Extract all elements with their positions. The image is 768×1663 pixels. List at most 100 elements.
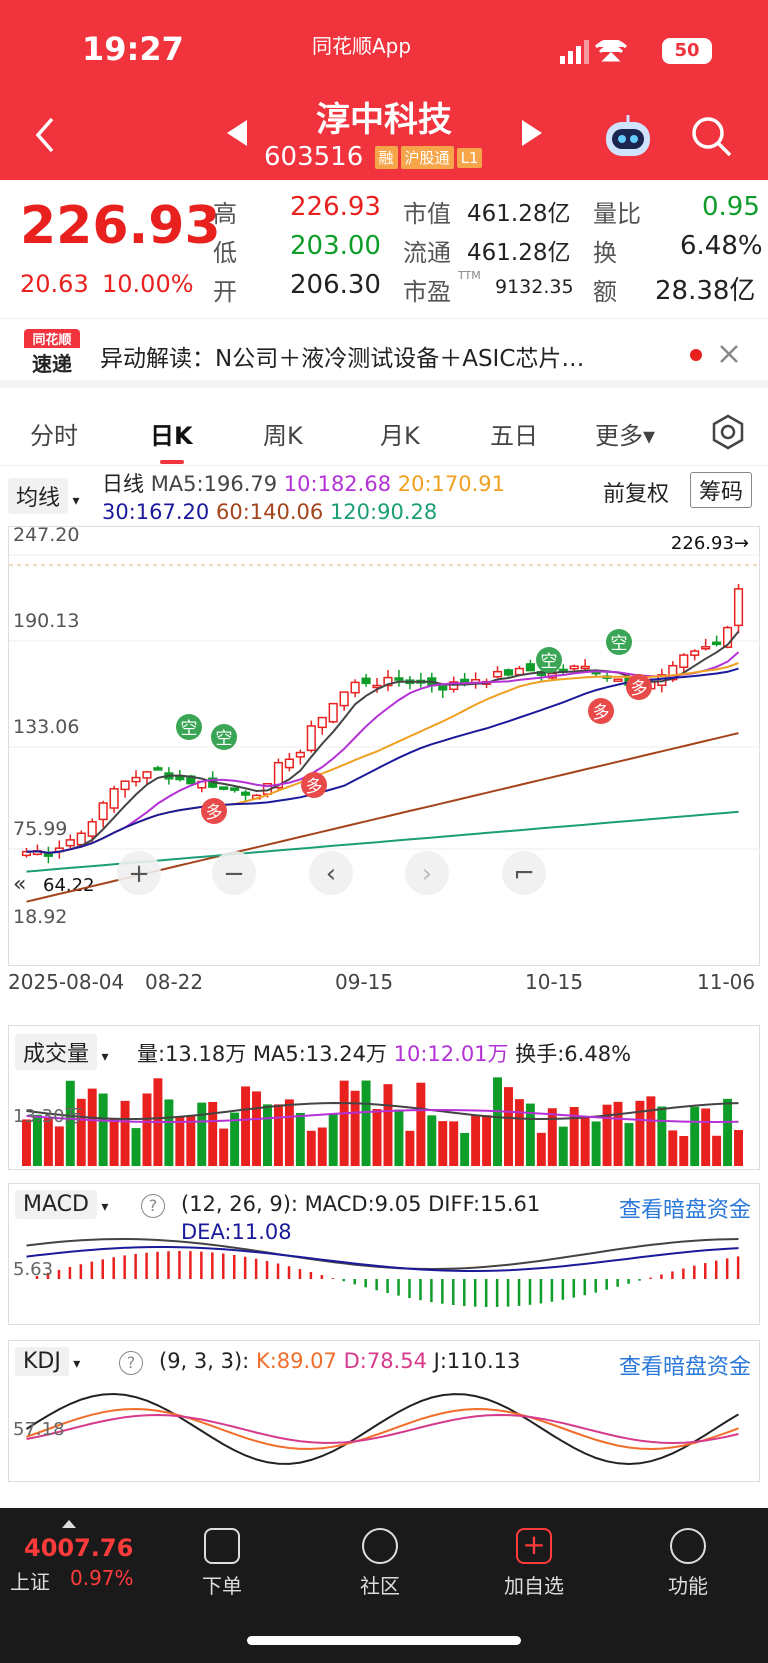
zoom-control-label: ‹ [326, 859, 336, 889]
news-banner[interactable]: 同花顺 速递 异动解读：N公司＋液冷测试设备＋ASIC芯片… [0, 318, 768, 388]
kline-panel[interactable]: 247.20 190.13 133.06 75.99 18.92 226.93→ « 64.2… [8, 524, 761, 967]
nav-functions[interactable]: 功能 [638, 1528, 738, 1599]
diff-line [26, 1237, 739, 1271]
macd-panel[interactable]: MACD ▾ ? (12, 26, 9): MACD:9.05 DIFF:15.… [8, 1183, 760, 1325]
help-icon[interactable]: ? [141, 1194, 165, 1218]
kong-signal-label: 空 [216, 729, 233, 749]
volume-bar [416, 1082, 426, 1166]
macd-bar [682, 1268, 685, 1279]
close-icon[interactable] [718, 343, 740, 365]
macd-bar [583, 1279, 587, 1296]
volume-bar [98, 1093, 108, 1166]
volume-bar [273, 1104, 283, 1166]
macd-bar [79, 1264, 83, 1279]
volume-bar [493, 1077, 502, 1166]
macd-dropdown[interactable]: MACD ▾ [15, 1190, 108, 1219]
indicator-dropdown[interactable]: 均线 ▾ [8, 478, 80, 514]
adjust-label[interactable]: 前复权 [603, 482, 670, 507]
price-change: 20.63 [20, 270, 89, 298]
mktcap-label: 市值 [403, 200, 451, 228]
tab-five-day[interactable]: 五日 [490, 422, 538, 450]
kline-chart[interactable]: 247.20 190.13 133.06 75.99 18.92 226.93→ « 64.2… [9, 524, 761, 967]
amount-value: 28.38亿 [655, 276, 756, 306]
duo-signal-label: 多 [306, 777, 323, 797]
tab-more[interactable]: 更多▾ [595, 422, 656, 450]
dark-pool-link[interactable]: 查看暗盘资金 [619, 1355, 752, 1380]
news-text[interactable]: 异动解读：N公司＋液冷测试设备＋ASIC芯片… [100, 346, 585, 372]
date-axis: 2025-08-04 08-22 09-15 10-15 11-06 [0, 970, 768, 1010]
vol-ratio-label: 量比 [593, 200, 641, 228]
kdj-k-line [26, 1407, 739, 1451]
robot-assistant-icon[interactable] [600, 112, 656, 160]
volume-ma5-line [26, 1101, 739, 1121]
nav-order[interactable]: 下单 [172, 1528, 272, 1599]
macd-bar [704, 1263, 707, 1279]
macd-bar [243, 1256, 247, 1279]
help-icon[interactable]: ? [119, 1351, 143, 1375]
settings-hex-icon[interactable] [710, 414, 746, 450]
next-stock-icon[interactable] [520, 118, 544, 148]
kline-line-label: 日线 [102, 472, 144, 496]
ma30-line [26, 667, 739, 854]
tab-monthly-k[interactable]: 月K [380, 422, 420, 450]
ma120-value: 120:90.28 [329, 500, 438, 524]
back-icon[interactable] [30, 115, 60, 155]
kdj-dropdown[interactable]: KDJ ▾ [15, 1347, 80, 1376]
volume-bar [284, 1099, 294, 1166]
expand-up-icon[interactable] [62, 1520, 76, 1528]
macd-bar [189, 1251, 192, 1279]
volume-value: 量:13.18万 [137, 1042, 247, 1066]
nav-add-watchlist[interactable]: + 加自选 [484, 1528, 584, 1599]
zoom-control-label: + [128, 859, 150, 889]
volume-bar [219, 1128, 229, 1166]
volume-turnover: 换手:6.48% [515, 1042, 632, 1066]
open-label: 开 [213, 278, 237, 306]
status-time: 19:27 [82, 30, 184, 68]
candle [98, 802, 108, 821]
volume-panel[interactable]: 成交量 ▾ 量:13.18万 MA5:13.24万 10:12.01万 换手:6… [8, 1025, 760, 1170]
nav-community[interactable]: 社区 [330, 1528, 430, 1599]
candle [514, 667, 525, 676]
tab-intraday[interactable]: 分时 [30, 422, 78, 450]
search-icon[interactable] [690, 115, 734, 159]
zoom-control [117, 851, 161, 895]
macd-bar [408, 1279, 411, 1299]
volume-bar [679, 1135, 689, 1166]
ma5-value: MA5:196.79 [150, 472, 278, 496]
index-value[interactable]: 4007.76 [24, 1534, 134, 1562]
news-logo-bottom: 速递 [32, 352, 72, 376]
volume-bar [657, 1106, 667, 1166]
kdj-d: D:78.54 [343, 1349, 427, 1373]
macd-params: (12, 26, 9): [181, 1192, 298, 1216]
kdj-panel[interactable]: KDJ ▾ ? (9, 3, 3): K:89.07 D:78.54 J:110… [8, 1340, 760, 1482]
candle [361, 677, 371, 685]
dark-pool-link[interactable]: 查看暗盘资金 [619, 1198, 752, 1223]
volume-bar [361, 1080, 371, 1166]
macd-bar [561, 1279, 565, 1300]
zoom-control [405, 851, 449, 895]
chip-button[interactable]: 筹码 [690, 472, 753, 508]
macd-bar [123, 1255, 126, 1279]
macd-indicator-label: MACD [15, 1190, 97, 1219]
macd-bar [539, 1279, 543, 1304]
y-axis-label: 190.13 [13, 610, 79, 632]
float-value: 461.28亿 [467, 240, 571, 266]
volume-bar [536, 1132, 546, 1166]
float-label: 流通 [403, 239, 451, 267]
volume-bar [230, 1112, 240, 1166]
pe-sup: TTM [458, 269, 481, 282]
candle [131, 776, 141, 783]
volume-y-label: 13.30万 [13, 1106, 83, 1127]
high-label: 高 [213, 200, 237, 228]
macd-bar [430, 1279, 433, 1303]
volume-dropdown[interactable]: 成交量 ▾ [15, 1034, 109, 1070]
tab-weekly-k[interactable]: 周K [263, 422, 303, 450]
kdj-j-line [25, 1392, 740, 1466]
pe-label: 市盈 [403, 278, 451, 306]
prev-stock-icon[interactable] [225, 118, 249, 148]
tab-daily-k[interactable]: 日K [150, 422, 193, 450]
volume-bar [65, 1080, 75, 1166]
macd-bar [68, 1266, 72, 1279]
volume-bar [350, 1090, 360, 1166]
volume-bar [624, 1123, 634, 1166]
